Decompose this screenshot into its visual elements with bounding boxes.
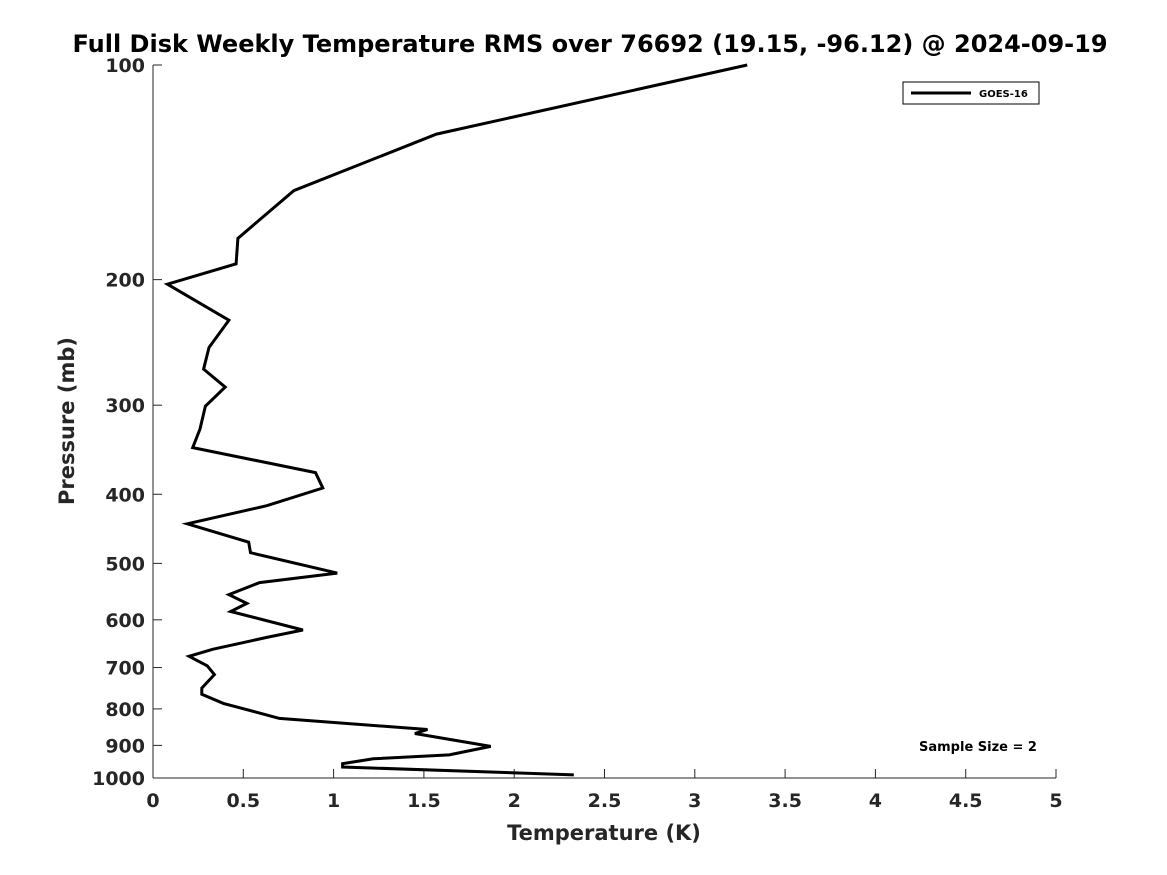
x-tick-label: 2 xyxy=(508,790,521,812)
series-group xyxy=(163,63,748,777)
y-tick-label: 1000 xyxy=(92,768,145,790)
y-tick-label: 700 xyxy=(105,658,145,680)
legend: GOES-16 xyxy=(902,81,1040,105)
y-tick-label: 100 xyxy=(105,55,145,77)
x-tick-label: 4 xyxy=(869,790,882,812)
x-tick-label: 5 xyxy=(1049,790,1062,812)
y-tick-label: 800 xyxy=(105,699,145,721)
plot-axes xyxy=(152,65,1056,779)
x-axis-ticks: 0 0.5 1 1.5 2 2.5 3 3.5 4 4.5 5 xyxy=(146,769,1063,812)
x-tick-label: 0.5 xyxy=(226,790,260,812)
x-axis-label: Temperature (K) xyxy=(507,821,701,845)
y-tick-label: 600 xyxy=(105,610,145,632)
y-tick-label: 400 xyxy=(105,484,145,506)
x-tick-label: 3 xyxy=(688,790,701,812)
x-tick-label: 4.5 xyxy=(949,790,983,812)
sample-size-annotation: Sample Size = 2 xyxy=(919,740,1037,755)
series-line-goes-16 xyxy=(163,63,748,777)
y-axis-label: Pressure (mb) xyxy=(55,337,79,505)
y-tick-label: 300 xyxy=(105,395,145,417)
legend-entry-goes-16: GOES-16 xyxy=(979,89,1028,100)
x-tick-label: 1.5 xyxy=(407,790,441,812)
x-tick-label: 1 xyxy=(327,790,340,812)
x-tick-label: 0 xyxy=(146,790,159,812)
y-tick-label: 500 xyxy=(105,553,145,575)
x-tick-label: 3.5 xyxy=(768,790,802,812)
y-tick-label: 900 xyxy=(105,735,145,757)
x-tick-label: 2.5 xyxy=(588,790,622,812)
y-tick-label: 200 xyxy=(105,270,145,292)
chart-title: Full Disk Weekly Temperature RMS over 76… xyxy=(72,30,1107,58)
y-axis-ticks: 100 200 300 400 500 600 700 800 900 1000 xyxy=(92,55,162,790)
